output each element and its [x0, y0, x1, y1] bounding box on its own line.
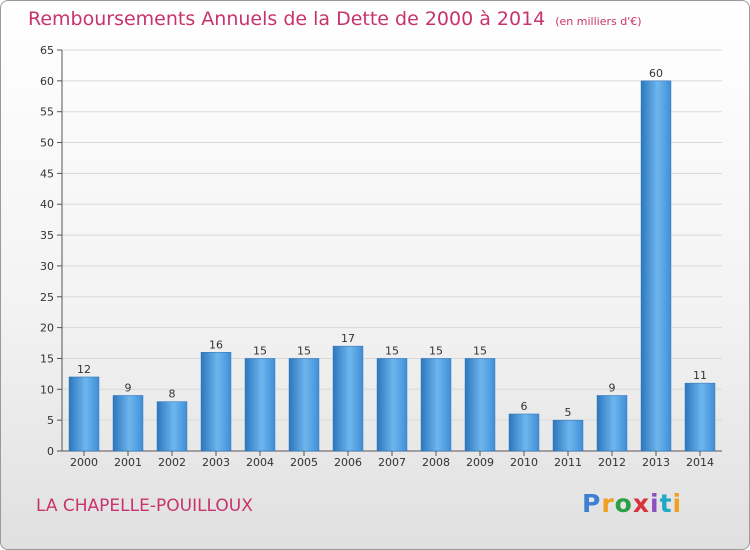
chart-title: Remboursements Annuels de la Dette de 20… [28, 8, 642, 30]
data-label: 6 [521, 400, 528, 413]
data-label: 60 [649, 67, 663, 80]
y-tick-label: 45 [40, 167, 54, 180]
bar [464, 358, 496, 452]
data-label: 16 [209, 338, 223, 351]
chart-title-text: Remboursements Annuels de la Dette de 20… [28, 8, 546, 30]
x-tick-label: 2010 [510, 456, 538, 469]
y-tick-label: 50 [40, 137, 54, 150]
data-label: 5 [565, 406, 572, 419]
logo-letter: P [582, 489, 602, 518]
x-tick-label: 2005 [290, 456, 318, 469]
y-tick-label: 65 [40, 44, 54, 57]
x-tick-label: 2000 [70, 456, 98, 469]
bar [508, 413, 540, 452]
y-tick-label: 60 [40, 75, 54, 88]
data-label: 8 [169, 388, 176, 401]
bar [200, 352, 232, 452]
chart-unit: (en milliers d'€) [555, 15, 642, 28]
data-label: 11 [693, 369, 707, 382]
data-label: 9 [609, 381, 616, 394]
bars [68, 80, 716, 452]
data-label: 15 [297, 344, 311, 357]
bar [552, 419, 584, 452]
y-tick-label: 30 [40, 260, 54, 273]
x-tick-label: 2004 [246, 456, 274, 469]
data-label: 9 [125, 381, 132, 394]
proxiti-logo[interactable]: Proxiti [582, 489, 682, 518]
bar [156, 401, 188, 452]
x-tick-label: 2002 [158, 456, 186, 469]
logo-letter: r [601, 489, 615, 518]
bar [420, 358, 452, 452]
data-label: 17 [341, 332, 355, 345]
y-tick-label: 0 [47, 445, 54, 458]
bar [112, 395, 144, 452]
x-tick-label: 2007 [378, 456, 406, 469]
y-tick-label: 40 [40, 198, 54, 211]
data-label: 15 [253, 344, 267, 357]
x-tick-label: 2012 [598, 456, 626, 469]
data-label: 15 [385, 344, 399, 357]
logo-letter: i [672, 489, 683, 518]
bar [376, 358, 408, 452]
x-tick-label: 2011 [554, 456, 582, 469]
bar [244, 358, 276, 452]
bar [288, 358, 320, 452]
data-label: 12 [77, 363, 91, 376]
x-tick-label: 2013 [642, 456, 670, 469]
logo-letter: i [650, 489, 660, 518]
logo-letter: t [659, 489, 673, 518]
bar [640, 80, 672, 452]
data-label: 15 [473, 344, 487, 357]
y-tick-label: 10 [40, 383, 54, 396]
x-tick-label: 2008 [422, 456, 450, 469]
labels: 0510152025303540455055606512200092001820… [40, 44, 714, 469]
bar [684, 382, 716, 452]
commune-name: LA CHAPELLE-POUILLOUX [36, 496, 253, 516]
y-tick-label: 20 [40, 322, 54, 335]
data-label: 15 [429, 344, 443, 357]
logo-letter: o [614, 489, 633, 518]
x-tick-label: 2014 [686, 456, 714, 469]
x-tick-label: 2009 [466, 456, 494, 469]
x-tick-label: 2006 [334, 456, 362, 469]
logo-letter: x [632, 489, 650, 518]
bar [596, 395, 628, 452]
bar [332, 345, 364, 452]
x-tick-label: 2003 [202, 456, 230, 469]
x-tick-label: 2001 [114, 456, 142, 469]
y-tick-label: 25 [40, 291, 54, 304]
bar [68, 376, 100, 452]
y-tick-label: 55 [40, 106, 54, 119]
y-tick-label: 35 [40, 229, 54, 242]
y-tick-label: 5 [47, 414, 54, 427]
y-tick-label: 15 [40, 352, 54, 365]
